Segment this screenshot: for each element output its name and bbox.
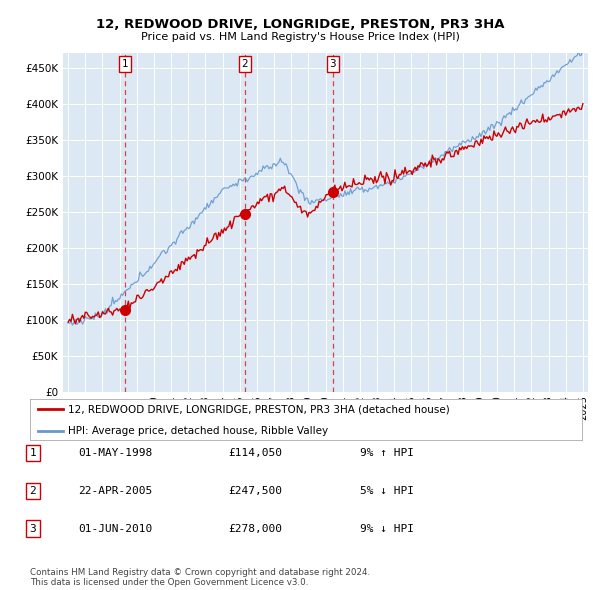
Text: Price paid vs. HM Land Registry's House Price Index (HPI): Price paid vs. HM Land Registry's House … — [140, 32, 460, 41]
Text: 01-JUN-2010: 01-JUN-2010 — [78, 524, 152, 533]
Text: 2: 2 — [242, 59, 248, 69]
Text: 9% ↓ HPI: 9% ↓ HPI — [360, 524, 414, 533]
Text: £278,000: £278,000 — [228, 524, 282, 533]
Text: 2: 2 — [29, 486, 37, 496]
Text: £114,050: £114,050 — [228, 448, 282, 458]
Text: 9% ↑ HPI: 9% ↑ HPI — [360, 448, 414, 458]
Text: £247,500: £247,500 — [228, 486, 282, 496]
Text: 5% ↓ HPI: 5% ↓ HPI — [360, 486, 414, 496]
Text: Contains HM Land Registry data © Crown copyright and database right 2024.
This d: Contains HM Land Registry data © Crown c… — [30, 568, 370, 587]
Text: 1: 1 — [29, 448, 37, 458]
Text: 22-APR-2005: 22-APR-2005 — [78, 486, 152, 496]
Text: HPI: Average price, detached house, Ribble Valley: HPI: Average price, detached house, Ribb… — [68, 426, 328, 436]
Text: 12, REDWOOD DRIVE, LONGRIDGE, PRESTON, PR3 3HA (detached house): 12, REDWOOD DRIVE, LONGRIDGE, PRESTON, P… — [68, 405, 449, 415]
Text: 3: 3 — [329, 59, 336, 69]
Text: 1: 1 — [122, 59, 128, 69]
Text: 12, REDWOOD DRIVE, LONGRIDGE, PRESTON, PR3 3HA: 12, REDWOOD DRIVE, LONGRIDGE, PRESTON, P… — [96, 18, 504, 31]
Text: 01-MAY-1998: 01-MAY-1998 — [78, 448, 152, 458]
Text: 3: 3 — [29, 524, 37, 533]
